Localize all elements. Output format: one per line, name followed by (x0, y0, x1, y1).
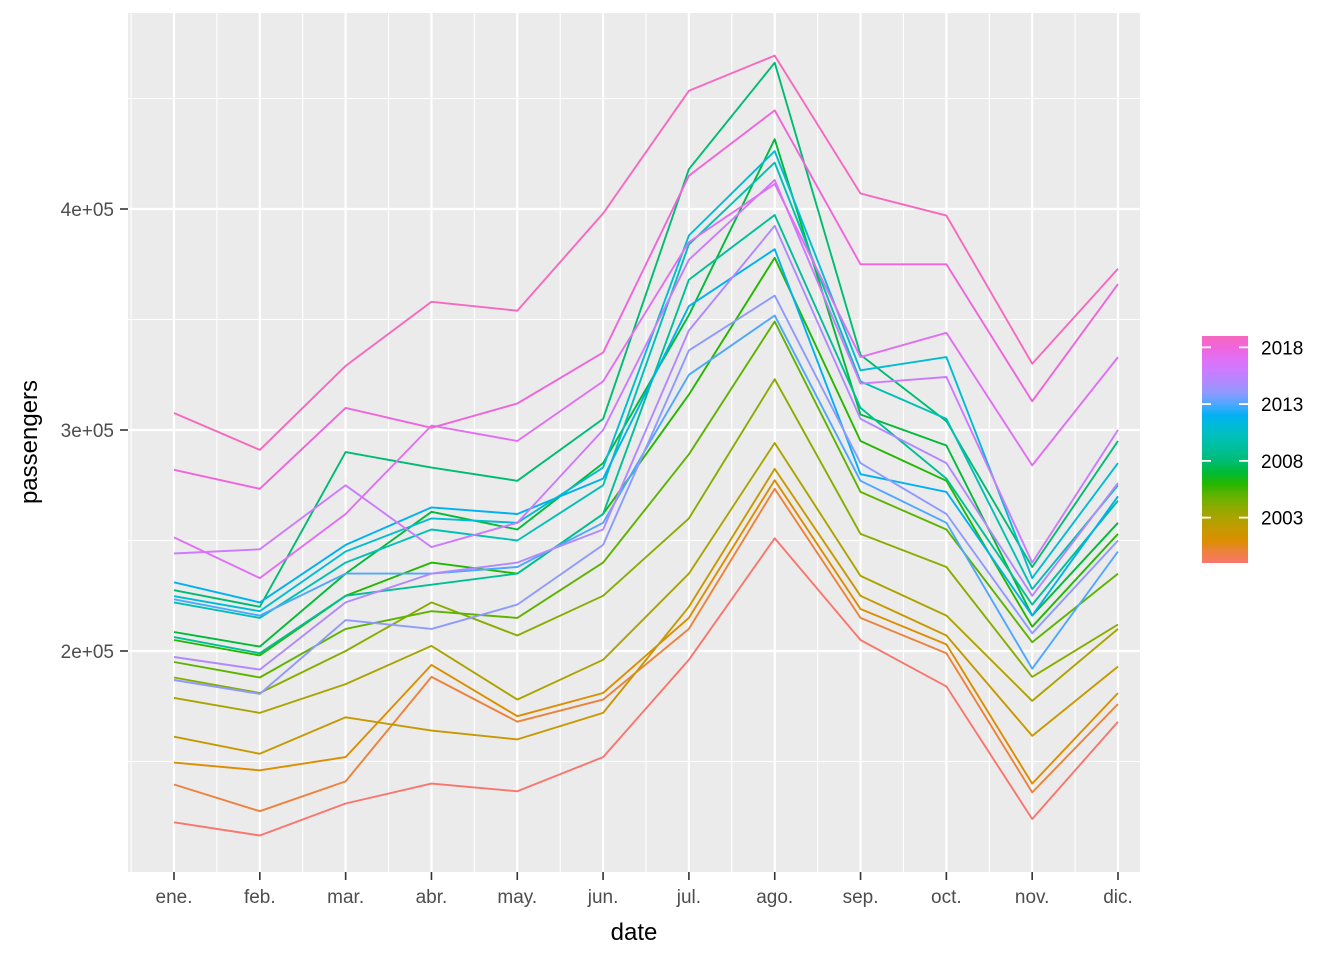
y-tick-label: 4e+05 (61, 200, 114, 221)
legend-colorbar (1202, 336, 1248, 563)
y-tick-label: 3e+05 (61, 421, 114, 442)
legend-tick-label: 2008 (1261, 452, 1303, 473)
series-line-2014 (173, 294, 1119, 695)
legend-tick-label: 2003 (1261, 509, 1303, 530)
x-axis-title: date (610, 919, 658, 946)
series-line-2009 (173, 214, 1119, 655)
series-line-2017 (173, 183, 1119, 580)
x-tick-label: jun. (587, 887, 619, 908)
series-line-2019 (173, 54, 1119, 451)
x-tick-label: sep. (843, 887, 879, 908)
x-tick-label: may. (497, 887, 537, 908)
y-axis-title: passengers (16, 379, 43, 505)
series-line-2007 (173, 138, 1119, 648)
plot-panel (128, 13, 1140, 872)
x-tick-label: abr. (416, 887, 448, 908)
series-line-2004 (173, 378, 1119, 694)
x-tick-label: dic. (1103, 887, 1133, 908)
x-tick-label: mar. (327, 887, 364, 908)
y-tick-label: 2e+05 (61, 642, 114, 663)
series-line-2016 (173, 179, 1119, 564)
series-line-2012 (173, 248, 1119, 617)
x-tick-label: jul. (676, 887, 701, 908)
series-line-2018 (173, 109, 1119, 490)
x-tick-label: nov. (1015, 887, 1050, 908)
legend-tick-label: 2018 (1261, 338, 1303, 359)
series-line-2015 (173, 224, 1119, 671)
series-line-2000 (173, 487, 1119, 813)
series-line-2011 (173, 150, 1119, 613)
series-line-2010 (173, 161, 1119, 619)
x-tick-label: oct. (931, 887, 962, 908)
x-tick-label: feb. (244, 887, 276, 908)
x-tick-label: ene. (156, 887, 193, 908)
series-line-2002 (173, 467, 1119, 755)
series-line-2001 (173, 479, 1119, 785)
series-line-1999 (173, 537, 1119, 837)
series-line-2003 (173, 442, 1119, 714)
x-tick-label: ago. (756, 887, 793, 908)
legend-tick-label: 2013 (1261, 395, 1303, 416)
